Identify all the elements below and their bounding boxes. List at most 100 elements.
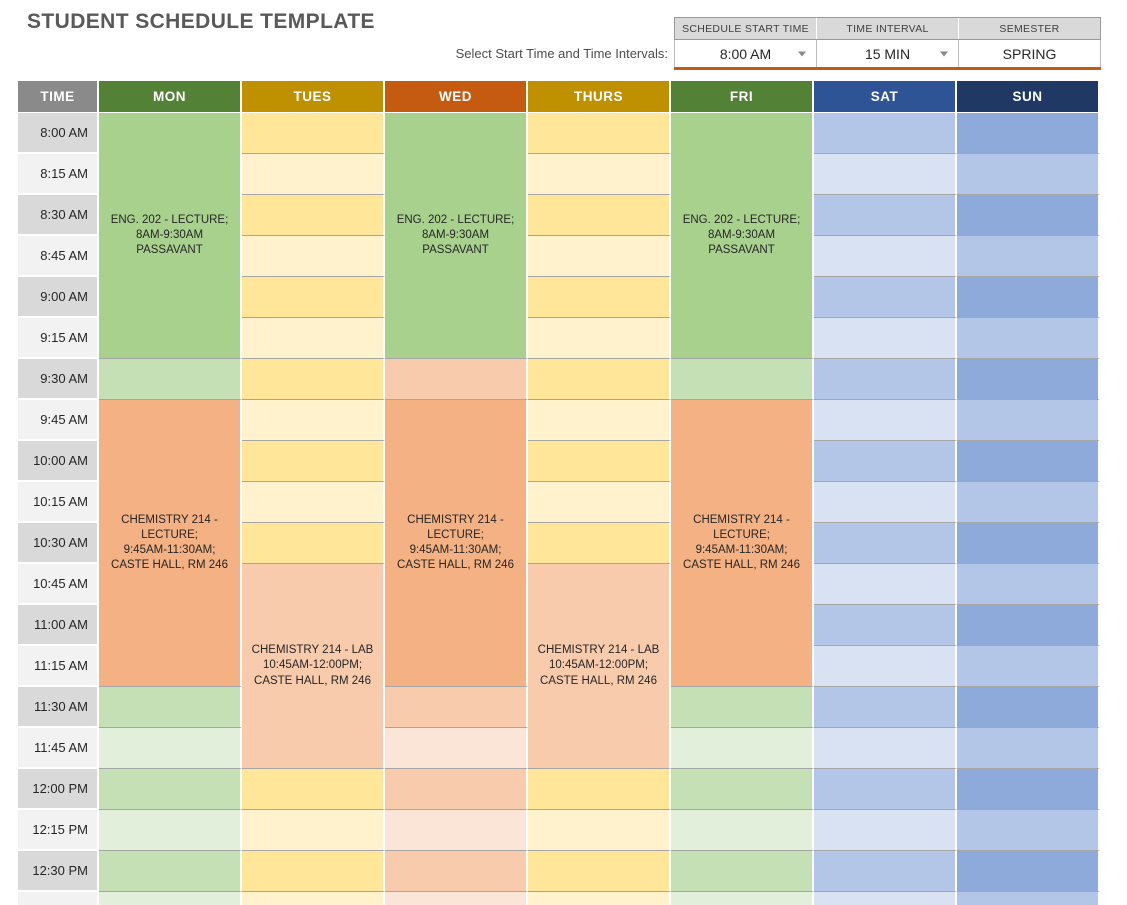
schedule-cell[interactable] [528,195,671,236]
schedule-cell[interactable] [814,851,957,892]
time-cell[interactable]: 10:45 AM [18,564,99,605]
schedule-cell[interactable] [528,769,671,810]
schedule-cell[interactable] [957,605,1100,646]
caret-down-icon[interactable] [940,51,948,56]
schedule-cell[interactable] [671,810,814,851]
schedule-cell[interactable] [957,728,1100,769]
schedule-cell[interactable] [99,810,242,851]
time-cell[interactable]: 8:00 AM [18,113,99,154]
schedule-cell[interactable] [671,728,814,769]
schedule-cell[interactable] [528,482,671,523]
semester-field[interactable]: SPRING [958,40,1101,67]
schedule-cell[interactable] [99,728,242,769]
schedule-cell[interactable] [814,523,957,564]
schedule-cell[interactable] [528,277,671,318]
schedule-cell[interactable] [957,113,1100,154]
time-cell[interactable]: 9:30 AM [18,359,99,400]
schedule-cell[interactable] [385,728,528,769]
time-cell[interactable]: 12:30 PM [18,851,99,892]
schedule-cell[interactable] [671,687,814,728]
schedule-cell[interactable] [957,810,1100,851]
column-header-thurs[interactable]: THURS [528,81,671,113]
schedule-cell[interactable] [957,277,1100,318]
schedule-cell[interactable] [814,236,957,277]
time-cell[interactable]: 9:45 AM [18,400,99,441]
column-header-sat[interactable]: SAT [814,81,957,113]
schedule-cell[interactable] [814,400,957,441]
event-block-thurs[interactable]: CHEMISTRY 214 - LAB 10:45AM-12:00PM; CASTE… [528,564,671,769]
schedule-cell[interactable] [957,564,1100,605]
schedule-cell[interactable] [242,482,385,523]
schedule-cell[interactable] [528,441,671,482]
schedule-cell[interactable] [671,359,814,400]
schedule-cell[interactable] [528,359,671,400]
column-header-sun[interactable]: SUN [957,81,1100,113]
schedule-cell[interactable] [528,113,671,154]
time-cell[interactable]: 10:30 AM [18,523,99,564]
schedule-cell[interactable] [957,195,1100,236]
schedule-cell[interactable] [814,892,957,905]
schedule-cell[interactable] [99,687,242,728]
schedule-cell[interactable] [814,728,957,769]
column-header-wed[interactable]: WED [385,81,528,113]
schedule-cell[interactable] [385,769,528,810]
time-cell[interactable]: 8:30 AM [18,195,99,236]
time-cell[interactable]: 10:00 AM [18,441,99,482]
schedule-cell[interactable] [528,851,671,892]
event-block-tues[interactable]: CHEMISTRY 214 - LAB 10:45AM-12:00PM; CASTE… [242,564,385,769]
schedule-cell[interactable] [385,851,528,892]
column-header-mon[interactable]: MON [99,81,242,113]
schedule-cell[interactable] [957,769,1100,810]
time-cell[interactable]: 9:15 AM [18,318,99,359]
time-cell[interactable] [18,892,99,905]
schedule-cell[interactable] [385,810,528,851]
schedule-cell[interactable] [814,646,957,687]
schedule-cell[interactable] [242,892,385,905]
schedule-cell[interactable] [957,400,1100,441]
schedule-cell[interactable] [957,523,1100,564]
schedule-cell[interactable] [528,523,671,564]
schedule-cell[interactable] [814,482,957,523]
schedule-cell[interactable] [242,769,385,810]
schedule-cell[interactable] [957,154,1100,195]
schedule-cell[interactable] [957,318,1100,359]
schedule-cell[interactable] [385,359,528,400]
schedule-start-time-dropdown[interactable]: 8:00 AM [674,40,816,67]
time-cell[interactable]: 12:15 PM [18,810,99,851]
schedule-cell[interactable] [957,482,1100,523]
schedule-cell[interactable] [242,851,385,892]
schedule-cell[interactable] [242,523,385,564]
time-cell[interactable]: 11:00 AM [18,605,99,646]
time-cell[interactable]: 11:15 AM [18,646,99,687]
schedule-cell[interactable] [814,441,957,482]
event-block-fri[interactable]: CHEMISTRY 214 - LECTURE; 9:45AM-11:30AM; CA… [671,400,814,687]
schedule-cell[interactable] [528,810,671,851]
column-header-fri[interactable]: FRI [671,81,814,113]
time-cell[interactable]: 12:00 PM [18,769,99,810]
time-cell[interactable]: 8:45 AM [18,236,99,277]
time-cell[interactable]: 10:15 AM [18,482,99,523]
schedule-cell[interactable] [957,441,1100,482]
schedule-cell[interactable] [957,236,1100,277]
event-block-fri[interactable]: ENG. 202 - LECTURE; 8AM-9:30AM PASSAVANT [671,113,814,359]
schedule-cell[interactable] [99,769,242,810]
schedule-cell[interactable] [957,359,1100,400]
schedule-cell[interactable] [671,892,814,905]
schedule-cell[interactable] [242,400,385,441]
schedule-cell[interactable] [528,236,671,277]
schedule-cell[interactable] [814,113,957,154]
schedule-cell[interactable] [671,769,814,810]
schedule-cell[interactable] [814,318,957,359]
schedule-cell[interactable] [814,769,957,810]
schedule-cell[interactable] [99,892,242,905]
schedule-cell[interactable] [957,892,1100,905]
event-block-wed[interactable]: ENG. 202 - LECTURE; 8AM-9:30AM PASSAVANT [385,113,528,359]
schedule-cell[interactable] [242,154,385,195]
schedule-cell[interactable] [385,892,528,905]
event-block-wed[interactable]: CHEMISTRY 214 - LECTURE; 9:45AM-11:30AM; CA… [385,400,528,687]
schedule-cell[interactable] [814,564,957,605]
schedule-cell[interactable] [242,441,385,482]
time-cell[interactable]: 11:30 AM [18,687,99,728]
caret-down-icon[interactable] [798,51,806,56]
schedule-cell[interactable] [671,851,814,892]
